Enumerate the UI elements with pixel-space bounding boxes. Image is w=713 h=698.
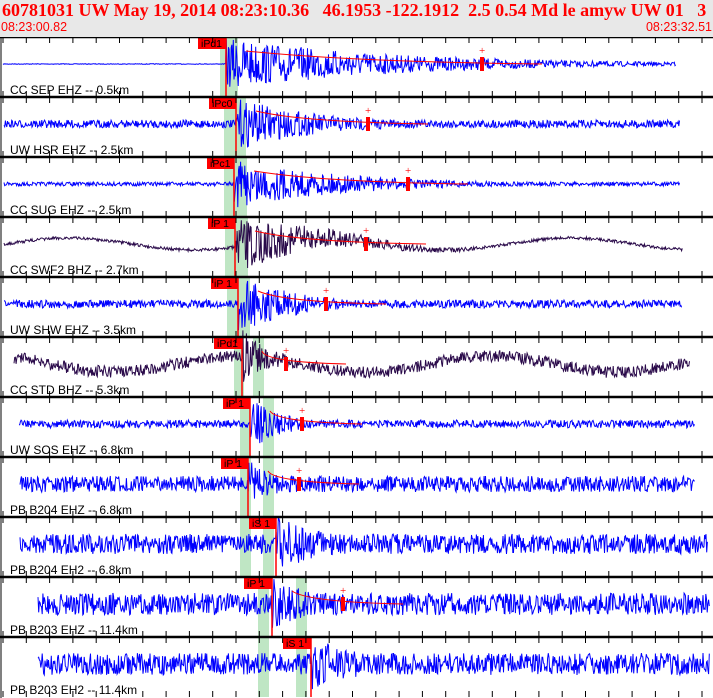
pick-label: iP 1 (211, 218, 229, 230)
station-label: UW SOS EHZ -- 6.8km (10, 443, 133, 457)
coda-fit-line (257, 290, 387, 305)
pick-label-box[interactable] (223, 398, 250, 409)
trace-row[interactable]: iP 1 + UW SOS EHZ -- 6.8km (0, 395, 713, 457)
pick-window (263, 517, 274, 577)
trace-row[interactable]: iP 1 + PB B203 EHZ -- 11.4km (0, 575, 713, 637)
waveform (19, 516, 708, 567)
coda-marker[interactable] (341, 597, 345, 611)
pick-window (240, 397, 250, 457)
end-time: 08:23:32.51 (645, 20, 712, 34)
pick-label-box[interactable] (208, 218, 235, 229)
pick-label: iPd1 (217, 338, 238, 350)
station-label: CC SUG EHZ -- 2.5km (10, 203, 131, 217)
station-label: UW HSR EHZ -- 2.5km (10, 143, 133, 157)
trace-row[interactable]: iS 1 PB B204 EH2 -- 6.8km (0, 515, 713, 577)
coda-plus-icon: + (296, 465, 302, 477)
pick-window (240, 517, 251, 577)
waveform (3, 220, 683, 269)
coda-marker[interactable] (480, 57, 484, 71)
pick-label: iPc1 (210, 158, 231, 170)
trace-row[interactable]: iP 1 + PB B204 EHZ -- 6.8km (0, 455, 713, 517)
coda-marker[interactable] (284, 357, 288, 371)
trace-row[interactable]: iPc0 + UW HSR EHZ -- 2.5km (0, 95, 713, 157)
coda-fit-line (255, 110, 429, 125)
waveform (3, 280, 683, 331)
pick-label: iP 1 (247, 578, 265, 590)
trace-row[interactable]: iP 1 + CC SWF2 BHZ -- 2.7km (0, 215, 713, 277)
pick-label-box[interactable] (209, 98, 236, 109)
waveform (18, 403, 695, 444)
pick-label: iPd1 (201, 38, 222, 50)
station-label: PB B203 EHZ -- 11.4km (10, 623, 138, 637)
header-bar: 60781031 UW May 19, 2014 08:23:10.36 46.… (0, 0, 713, 37)
coda-fit-line (245, 50, 543, 65)
pick-label: iP 1 (224, 458, 242, 470)
waveform (37, 579, 710, 628)
coda-fit-line (253, 170, 469, 185)
start-time: 08:23:00.82 (1, 20, 68, 34)
coda-plus-icon: + (283, 345, 289, 357)
waveform (13, 330, 690, 382)
pick-label-box[interactable] (211, 278, 238, 289)
waveform (2, 39, 677, 87)
coda-plus-icon: + (340, 585, 346, 597)
coda-marker[interactable] (366, 117, 370, 131)
trace-row[interactable]: iPc1 + CC SUG EHZ -- 2.5km (0, 155, 713, 217)
station-label: CC SWF2 BHZ -- 2.7km (10, 263, 139, 277)
station-label: CC STD BHZ -- 5.3km (10, 383, 129, 397)
coda-marker[interactable] (364, 237, 368, 251)
trace-row[interactable]: iS 1 PB B203 EH2 -- 11.4km (0, 635, 713, 697)
station-label: PB B204 EH2 -- 6.8km (10, 563, 131, 577)
pick-label-box[interactable] (283, 638, 311, 649)
trace-row[interactable]: iPd1 + CC STD BHZ -- 5.3km (0, 330, 713, 397)
coda-plus-icon: + (479, 45, 485, 57)
waveform (3, 161, 680, 208)
coda-plus-icon: + (323, 285, 329, 297)
coda-fit-line (267, 470, 360, 485)
pick-window (240, 457, 251, 517)
pick-label: iPc0 (212, 98, 233, 110)
coda-fit-line (269, 410, 363, 425)
pick-window (253, 337, 264, 397)
trace-row[interactable]: iPd1 + CC SEP EHZ -- 0.5km (0, 37, 713, 97)
pick-label-box[interactable] (198, 38, 226, 49)
waveform (3, 99, 680, 148)
seismogram-panel[interactable]: iPd1 + CC SEP EHZ -- 0.5km iPc0 + UW HSR EHZ … (0, 37, 713, 698)
coda-plus-icon: + (365, 105, 371, 117)
pick-window (234, 337, 244, 397)
station-label: PB B203 EH2 -- 11.4km (10, 683, 137, 697)
pick-label: iP 1 (214, 278, 232, 290)
waveform (37, 643, 710, 690)
coda-marker[interactable] (324, 297, 328, 311)
station-label: PB B204 EHZ -- 6.8km (10, 503, 132, 517)
pick-label-box[interactable] (249, 518, 276, 529)
event-title: 60781031 UW May 19, 2014 08:23:10.36 46.… (2, 0, 707, 20)
coda-marker[interactable] (406, 177, 410, 191)
pick-label-box[interactable] (214, 338, 242, 349)
coda-plus-icon: + (405, 165, 411, 177)
coda-plus-icon: + (363, 225, 369, 237)
coda-marker[interactable] (300, 417, 304, 431)
coda-fit-line (254, 230, 427, 245)
pick-label: iS 1 (252, 518, 270, 530)
pick-window (258, 637, 269, 697)
pick-window (296, 577, 307, 637)
pick-label: iS 1 (286, 638, 304, 650)
coda-marker[interactable] (297, 477, 301, 491)
waveform (19, 462, 695, 499)
station-label: CC SEP EHZ -- 0.5km (10, 83, 129, 97)
station-label: UW SHW EHZ -- 3.5km (10, 323, 136, 337)
pick-label: iP 1 (226, 398, 244, 410)
coda-plus-icon: + (299, 405, 305, 417)
pick-window (263, 397, 274, 457)
pick-label-box[interactable] (207, 158, 234, 169)
coda-fit-line (291, 590, 404, 605)
pick-label-box[interactable] (221, 458, 248, 469)
pick-label-box[interactable] (244, 578, 272, 589)
trace-row[interactable]: iP 1 + UW SHW EHZ -- 3.5km (0, 275, 713, 337)
